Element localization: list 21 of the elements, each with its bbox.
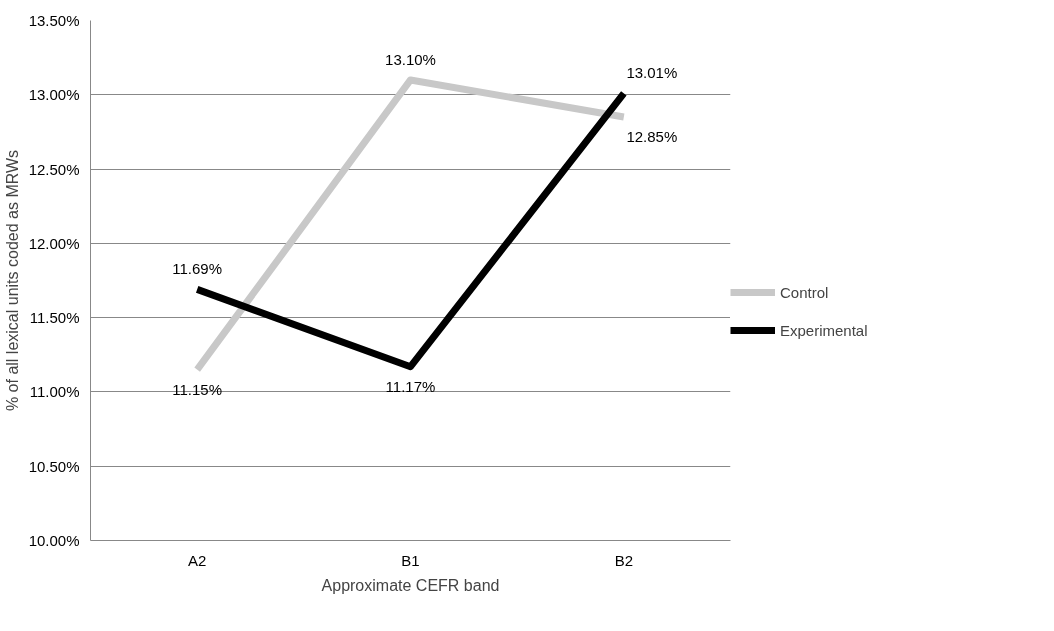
- data-label: 11.15%: [172, 380, 223, 398]
- x-tick-label: A2: [187, 551, 207, 569]
- legend-label: Control: [780, 283, 829, 301]
- x-tick-label: B1: [401, 551, 420, 569]
- y-tick-label: 13.00%: [28, 86, 80, 104]
- data-label: 12.85%: [626, 128, 678, 146]
- y-tick-label: 10.50%: [28, 457, 80, 475]
- y-tick-label: 10.00%: [28, 532, 80, 549]
- y-tick-label: 11.00%: [29, 383, 80, 401]
- data-label: 11.17%: [385, 377, 436, 395]
- y-tick-label: 11.50%: [29, 309, 80, 327]
- y-tick-label: 13.50%: [28, 12, 80, 29]
- y-tick-label: 12.00%: [28, 234, 80, 252]
- y-tick-label: 12.50%: [28, 160, 80, 178]
- data-label: 11.69%: [172, 260, 223, 278]
- x-axis-title: Approximate CEFR band: [321, 576, 500, 594]
- y-axis-title: % of all lexical units coded as MRWs: [3, 149, 21, 412]
- x-tick-label: B2: [614, 551, 634, 569]
- data-label: 13.01%: [626, 64, 678, 82]
- data-label: 13.10%: [385, 50, 436, 68]
- legend-label: Experimental: [780, 321, 868, 339]
